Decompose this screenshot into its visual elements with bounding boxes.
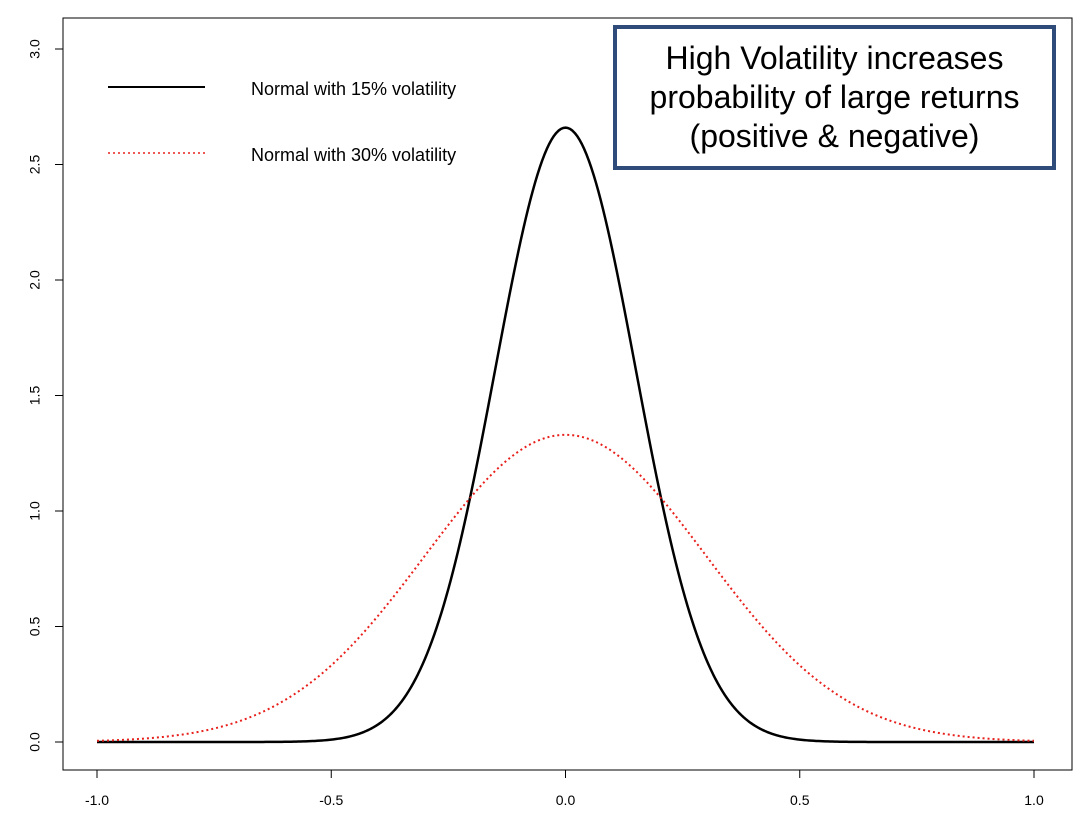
annotation-line-2: probability of large returns xyxy=(649,79,1020,115)
x-tick-label: 0.5 xyxy=(790,792,810,808)
series-layer xyxy=(96,126,1035,744)
x-tick-label: 0.0 xyxy=(556,792,576,808)
y-tick-label: 0.0 xyxy=(27,732,43,752)
x-axis: -1.0 -0.5 0.0 0.5 1.0 xyxy=(85,770,1044,808)
x-tick-label: -1.0 xyxy=(85,792,109,808)
plot-frame xyxy=(62,17,1073,771)
annotation-line-1: High Volatility increases xyxy=(665,40,1004,76)
y-tick-label: 0.5 xyxy=(27,617,43,637)
x-tick-label: -0.5 xyxy=(319,792,343,808)
y-tick-label: 2.0 xyxy=(27,270,43,290)
legend-label-15: Normal with 15% volatility xyxy=(251,79,456,99)
annotation-callout: High Volatility increases probability of… xyxy=(613,25,1056,170)
y-tick-label: 3.0 xyxy=(27,39,43,59)
legend: Normal with 15% volatility Normal with 3… xyxy=(108,79,456,165)
legend-label-30: Normal with 30% volatility xyxy=(251,145,456,165)
annotation-line-3: (positive & negative) xyxy=(689,118,980,154)
y-tick-label: 1.5 xyxy=(27,386,43,406)
series-line-15pct xyxy=(97,126,1034,744)
annotation-text: High Volatility increases probability of… xyxy=(650,39,1020,156)
x-tick-label: 1.0 xyxy=(1024,792,1044,808)
y-tick-label: 2.5 xyxy=(27,155,43,175)
y-axis: 0.0 0.5 1.0 1.5 2.0 2.5 3.0 xyxy=(27,39,63,752)
y-tick-label: 1.0 xyxy=(27,501,43,521)
series-line-30pct xyxy=(96,433,1035,742)
